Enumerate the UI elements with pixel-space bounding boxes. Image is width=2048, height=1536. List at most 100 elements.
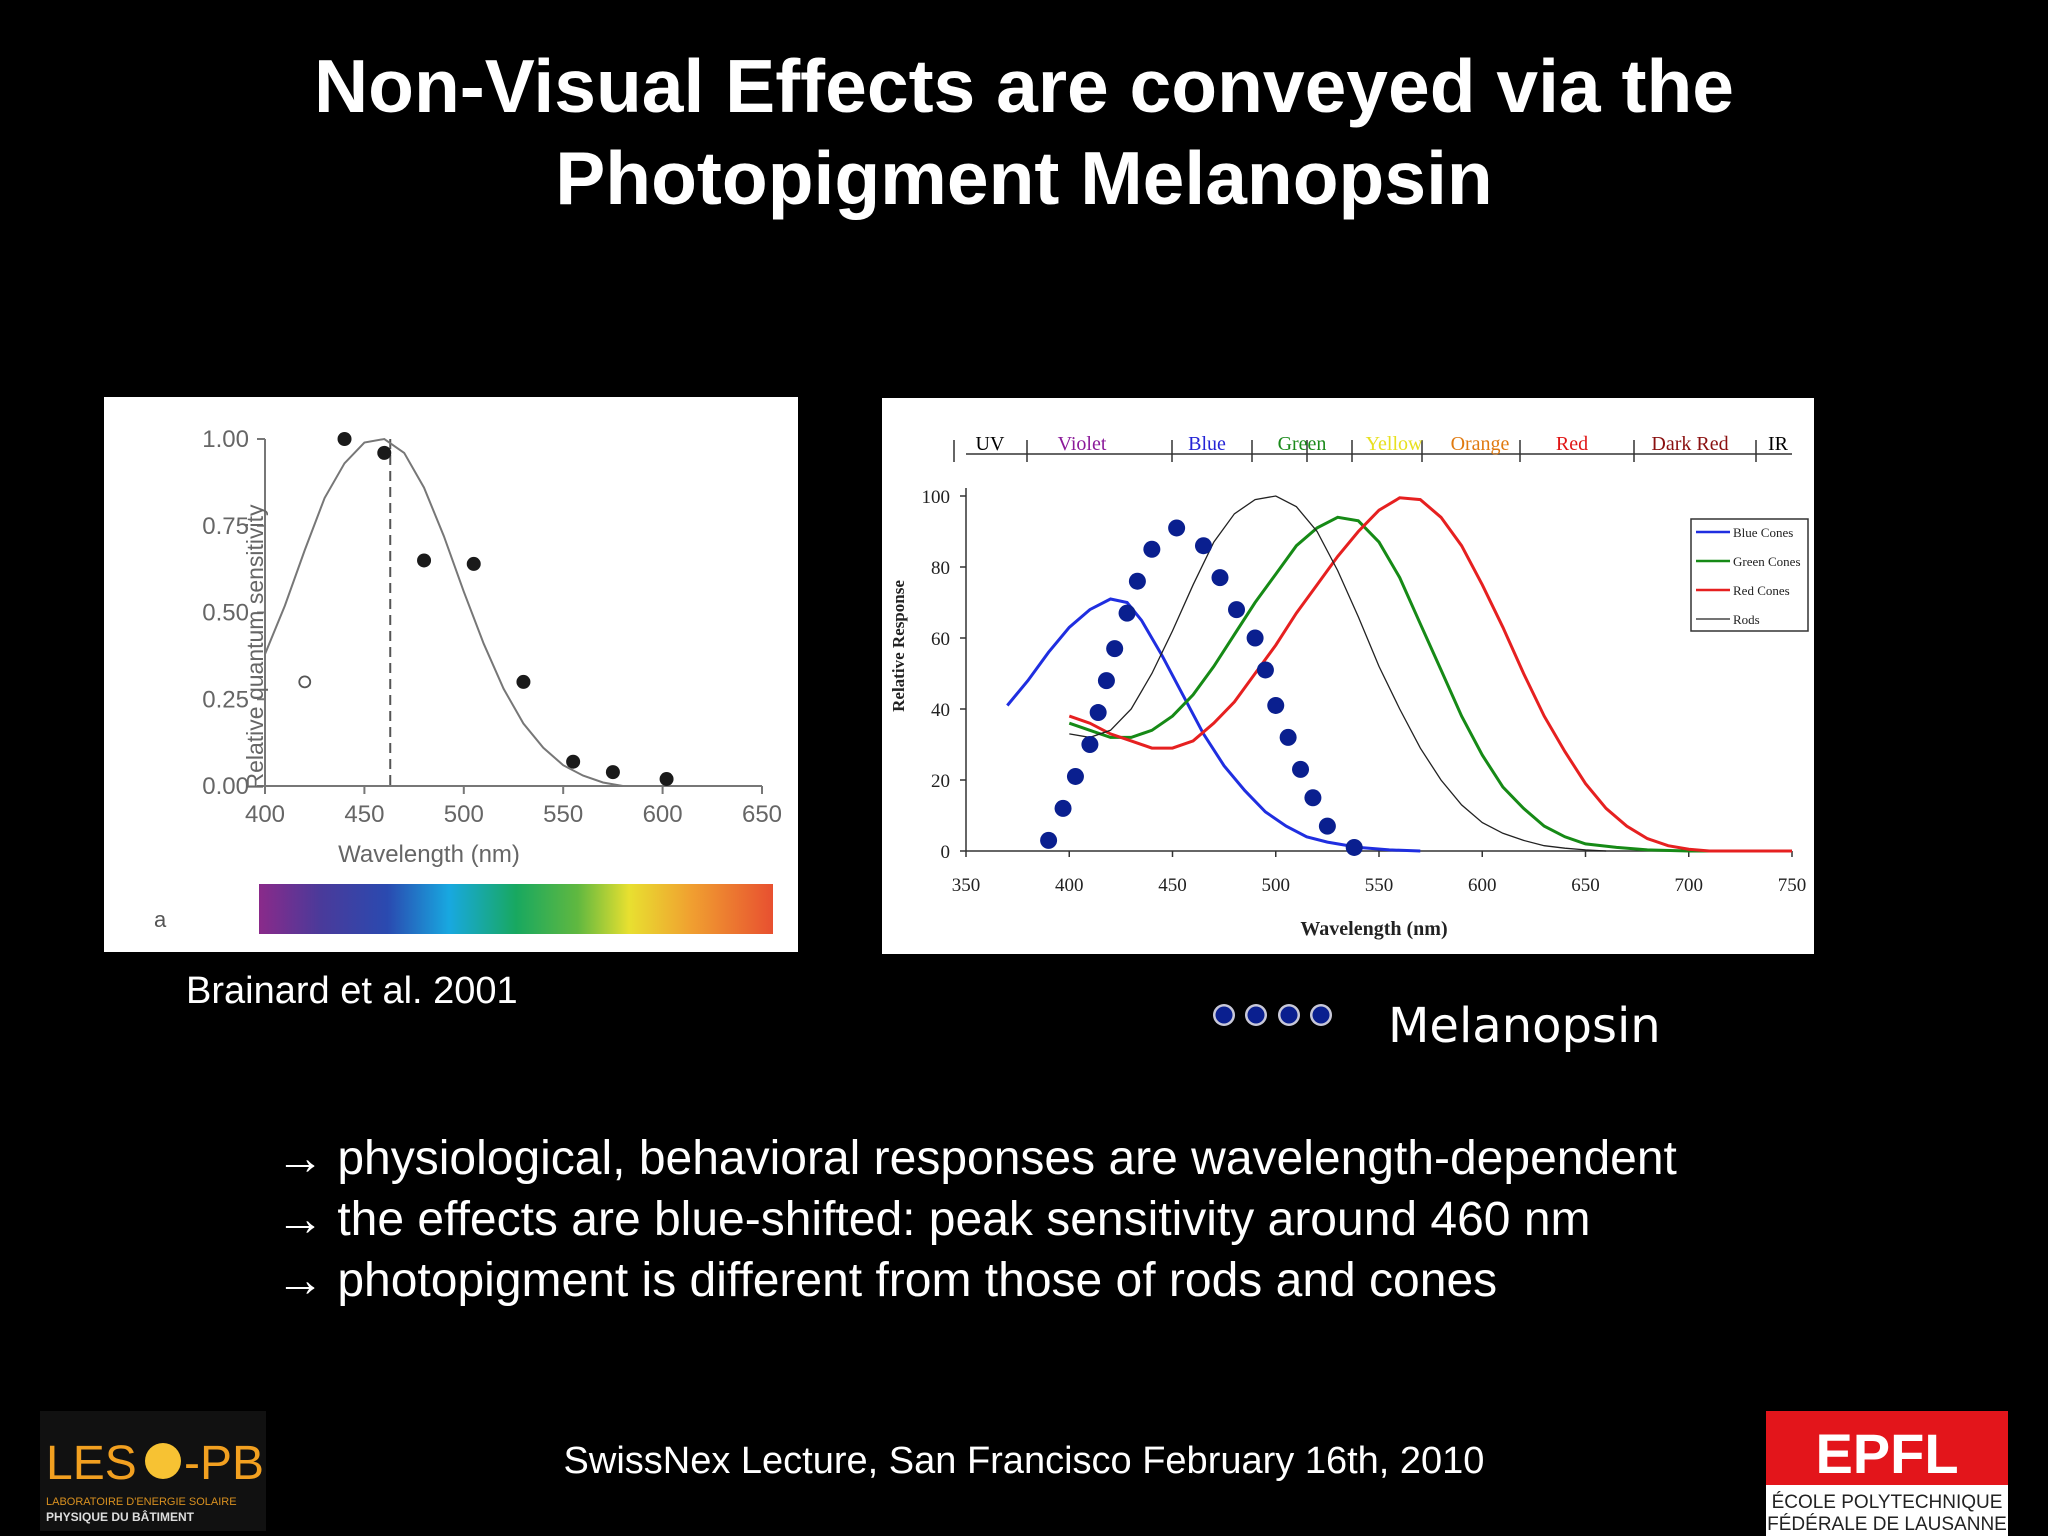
legend-entry: Rods [1733, 612, 1760, 627]
melanopsin-dot [1194, 537, 1212, 555]
brainard-axes: 400 450 500 550 600 650 0.00 0.25 0.50 0.75 1.00 [202, 426, 782, 828]
band-label: IR [1768, 433, 1789, 455]
melanopsin-legend-dot [1312, 1006, 1330, 1024]
data-point [659, 772, 674, 787]
y-tick-label: 0.00 [202, 773, 249, 800]
melanopsin-dot [1143, 540, 1161, 558]
epfl-logo-main: EPFL [1815, 1422, 1958, 1485]
data-point [466, 556, 481, 571]
bullet-item: → the effects are blue-shifted: peak sen… [276, 1193, 1591, 1246]
y-tick-label: 80 [931, 558, 950, 579]
leso-logo-line-1: LABORATOIRE D'ENERGIE SOLAIRE [46, 1496, 237, 1508]
band-label: UV [976, 433, 1005, 455]
bullet-item: → photopigment is different from those o… [276, 1254, 1498, 1307]
fitted-curve [264, 437, 623, 787]
data-point [417, 553, 432, 568]
color-band-header: UV Violet Blue Green Yellow Orange Red Dark Red… [953, 433, 1792, 462]
brainard-chart: 400 450 500 550 600 650 0.00 0.25 0.50 0.75 1.00 W… [154, 426, 782, 934]
slide-title-line-1: Non-Visual Effects are conveyed via the [314, 44, 1734, 128]
band-label: Violet [1058, 433, 1107, 455]
chart-legend: Blue Cones Green Cones Red Cones Rods [1690, 518, 1809, 632]
leso-logo-main-2: -PB [184, 1437, 264, 1490]
slide-title: Non-Visual Effects are conveyed via the … [0, 40, 2048, 224]
citation: Brainard et al. 2001 [186, 970, 518, 1012]
melanopsin-dot [1168, 519, 1186, 537]
x-tick-label: 400 [1055, 875, 1084, 896]
spectral-response-chart: UV Violet Blue Green Yellow Orange Red Dark Red… [889, 433, 1809, 940]
epfl-logo-line-2: FÉDÉRALE DE LAUSANNE [1767, 1514, 2007, 1535]
data-point [605, 765, 620, 780]
legend-entry: Blue Cones [1733, 525, 1793, 540]
data-point [377, 445, 392, 460]
x-tick-label: 600 [1468, 875, 1497, 896]
epfl-logo-line-1: ÉCOLE POLYTECHNIQUE [1772, 1492, 2003, 1513]
x-tick-label: 700 [1675, 875, 1704, 896]
y-tick-label: 60 [931, 629, 950, 650]
spectral-response-chart-panel: UV Violet Blue Green Yellow Orange Red Dark Red… [882, 398, 1814, 954]
data-point [566, 754, 581, 769]
x-tick-label: 650 [1571, 875, 1600, 896]
band-label: Yellow [1366, 433, 1423, 455]
green-cones-curve [1068, 515, 1792, 853]
x-tick-label: 550 [543, 801, 583, 828]
melanopsin-dot [1345, 838, 1363, 856]
leso-logo-line-2: PHYSIQUE DU BÂTIMENT [46, 1509, 195, 1524]
brainard-y-axis-label: Relative quantum sensitivity [242, 504, 268, 790]
spectral-axes: 350 400 450 500 550 600 650 700 750 0 20 40 60 80 100 [922, 487, 1807, 896]
y-tick-label: 0.75 [202, 513, 249, 540]
melanopsin-dot [1267, 696, 1285, 714]
melanopsin-dot [1318, 817, 1336, 835]
y-tick-label: 0.25 [202, 686, 249, 713]
band-label: Orange [1451, 433, 1510, 455]
x-tick-label: 400 [245, 801, 285, 828]
footer-text: SwissNex Lecture, San Francisco February… [563, 1440, 1485, 1482]
y-tick-label: 1.00 [202, 426, 249, 453]
y-tick-label: 0.50 [202, 600, 249, 627]
bullet-list: → physiological, behavioral responses ar… [276, 1128, 1677, 1311]
melanopsin-legend-dot [1247, 1006, 1265, 1024]
y-tick-label: 0 [941, 842, 951, 863]
spectral-marks [1006, 495, 1792, 856]
melanopsin-dot [1118, 604, 1136, 622]
band-label: Green [1278, 433, 1327, 455]
data-point [337, 432, 352, 446]
melanopsin-legend-dots [1213, 1004, 1332, 1026]
melanopsin-dot [1040, 831, 1058, 849]
rods-curve [1069, 495, 1607, 852]
legend-box [1690, 518, 1809, 632]
melanopsin-dot [1211, 569, 1229, 587]
red-cones-curve [1068, 496, 1792, 853]
data-point [516, 674, 531, 689]
melanopsin-label: Melanopsin [1388, 998, 1661, 1054]
x-tick-label: 450 [344, 801, 384, 828]
x-tick-label: 500 [444, 801, 484, 828]
melanopsin-legend-dot [1215, 1006, 1233, 1024]
x-tick-label: 350 [952, 875, 981, 896]
melanopsin-dot [1066, 767, 1084, 785]
melanopsin-dot [1054, 799, 1072, 817]
y-tick-label: 100 [922, 487, 951, 508]
melanopsin-dot [1228, 601, 1246, 619]
melanopsin-dot [1081, 736, 1099, 753]
melanopsin-dot [1304, 789, 1322, 807]
blue-cones-curve [1006, 597, 1421, 853]
leso-pb-logo: LES -PB LABORATOIRE D'ENERGIE SOLAIRE PH… [40, 1411, 266, 1531]
brainard-marks [264, 432, 674, 787]
x-tick-label: 450 [1158, 875, 1187, 896]
spectral-y-axis-label: Relative Response [889, 580, 908, 712]
x-tick-label: 750 [1778, 875, 1807, 896]
x-tick-label: 550 [1365, 875, 1394, 896]
spectrum-bar [259, 884, 773, 934]
band-label: Red [1556, 433, 1588, 455]
x-tick-label: 650 [742, 801, 782, 828]
y-tick-label: 40 [931, 700, 950, 721]
y-tick-label: 20 [931, 771, 950, 792]
sun-icon [145, 1443, 181, 1479]
melanopsin-dot [1292, 760, 1310, 778]
band-label: Blue [1188, 433, 1226, 455]
melanopsin-dot [1246, 629, 1264, 647]
bullet-item: → physiological, behavioral responses ar… [276, 1132, 1677, 1185]
melanopsin-legend-dot [1280, 1006, 1298, 1024]
melanopsin-dot [1106, 640, 1124, 658]
slide-title-line-2: Photopigment Melanopsin [555, 136, 1493, 220]
